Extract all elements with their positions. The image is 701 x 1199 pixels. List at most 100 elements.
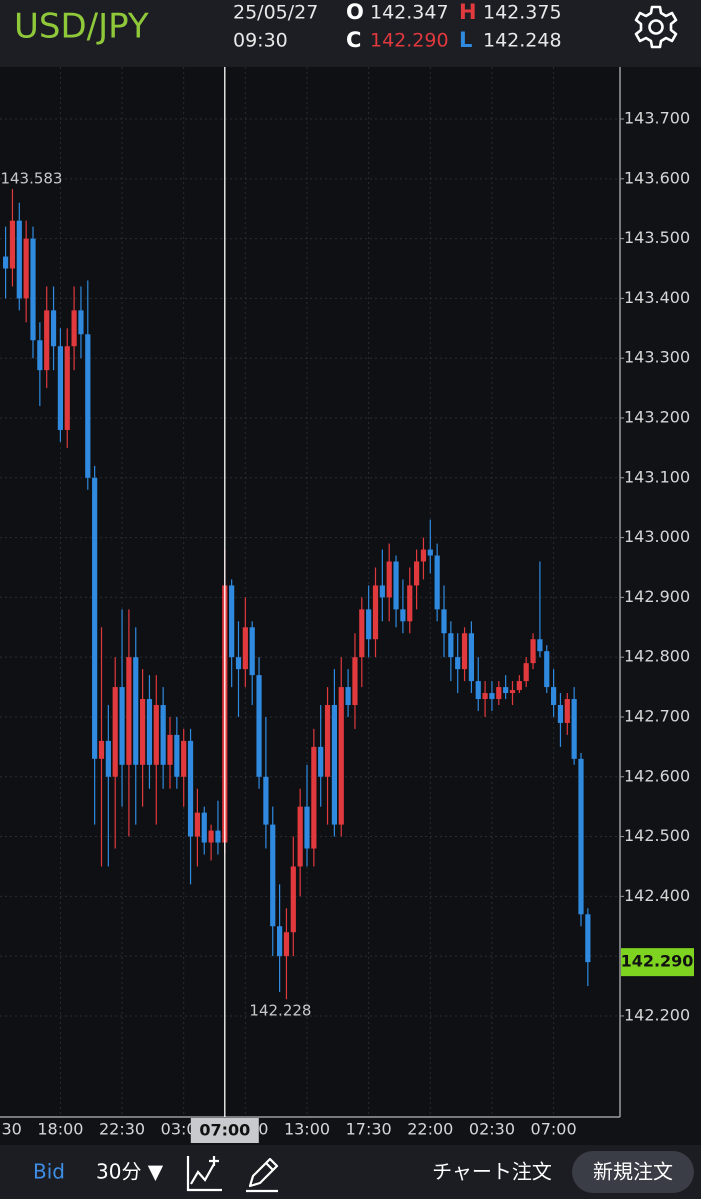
candle-body (208, 830, 214, 843)
candle-body (71, 310, 77, 347)
symbol[interactable]: USD/JPY (14, 7, 149, 47)
candle-body (140, 699, 146, 765)
candle-body (311, 746, 317, 849)
header-bar (0, 0, 701, 67)
candle-body (98, 740, 105, 759)
x-tick-label: 13:00 (284, 1120, 330, 1139)
candle-body (3, 256, 9, 269)
candle-body (544, 651, 550, 688)
candle-body (37, 340, 43, 371)
crosshair-label: 07:00 (199, 1121, 250, 1140)
chart-order-button[interactable]: チャート注文 (432, 1160, 552, 1184)
candle-body (174, 734, 180, 777)
candle-body (482, 693, 488, 700)
candle-body (112, 687, 118, 777)
candle-body (187, 740, 194, 837)
candle-body (64, 346, 70, 430)
candle-body (496, 687, 502, 700)
candle-body (16, 220, 22, 299)
y-tick-label: 143.600 (624, 168, 690, 187)
y-tick-label: 143.300 (624, 348, 690, 367)
candle-body (393, 561, 399, 610)
y-tick-label: 142.700 (624, 706, 690, 725)
last-price-label: 142.290 (621, 952, 694, 971)
candle-body (126, 657, 132, 765)
new-order-button[interactable] (572, 1151, 694, 1193)
candle-body (509, 690, 516, 694)
candle-body (523, 663, 529, 682)
new-order-label[interactable]: 新規注文 (593, 1160, 673, 1184)
last-price-box (621, 948, 694, 977)
candle-body (167, 734, 173, 765)
candle-body (551, 687, 557, 706)
candle-body (215, 830, 221, 843)
y-tick-label: 143.500 (624, 228, 690, 247)
high-value: 142.375 (483, 2, 562, 24)
candle-body (359, 609, 365, 658)
chart: 142.200142.300142.400142.500142.600142.7… (0, 67, 694, 1143)
candle-body (345, 687, 351, 706)
candle-body (420, 549, 427, 562)
candle-body (181, 740, 187, 777)
candle-body (85, 334, 91, 478)
price-type[interactable]: Bid (33, 1160, 65, 1184)
candle-body (386, 561, 392, 598)
candle-body (414, 561, 420, 586)
candle-body (283, 932, 290, 957)
price-annotation: 142.228 (249, 1002, 311, 1020)
candle-body (194, 812, 200, 837)
date: 25/05/27 (233, 2, 318, 24)
close-value: 142.290 (370, 30, 449, 52)
x-tick-label: 13:30 (0, 1120, 22, 1139)
price-annotation: 143.583 (0, 169, 62, 187)
candle-body (57, 346, 63, 430)
open-label: O (346, 0, 364, 24)
candle-body (146, 699, 153, 765)
candle-body (270, 824, 276, 927)
open-value: 142.347 (370, 2, 449, 24)
y-tick-label: 142.600 (624, 766, 690, 785)
candle-body (564, 699, 570, 723)
time: 09:30 (233, 30, 288, 52)
candle-body (461, 633, 468, 670)
candle-body (324, 705, 331, 777)
candle-body (578, 758, 584, 915)
y-tick-label: 142.200 (624, 1005, 690, 1024)
candle-body (352, 657, 358, 706)
candle-body (297, 806, 303, 867)
candle-body (78, 310, 84, 335)
y-tick-label: 143.400 (624, 288, 690, 307)
candle-body (290, 866, 296, 933)
plot-area[interactable] (0, 67, 620, 1117)
high-label: H (459, 0, 477, 24)
low-label: L (459, 28, 472, 52)
x-tick-label: 22:30 (99, 1120, 145, 1139)
candle-body (448, 633, 454, 658)
candle-body (441, 609, 447, 634)
low-value: 142.248 (483, 30, 562, 52)
candle-body (434, 555, 440, 610)
candle-body (331, 705, 337, 825)
candle-body (557, 705, 564, 723)
interval-selector[interactable]: 30分 ▼ (96, 1160, 164, 1184)
indicator-icon[interactable] (186, 1156, 222, 1192)
draw-icon[interactable] (246, 1157, 279, 1193)
x-tick-label: 07:00 (531, 1120, 577, 1139)
candle-body (407, 585, 413, 622)
x-tick-label: 02:30 (469, 1120, 515, 1139)
candle-body (468, 633, 474, 682)
candle-body (503, 687, 509, 694)
candle-body (475, 681, 481, 700)
candle-body (44, 310, 50, 371)
candle-body (153, 705, 159, 765)
candle-body (379, 585, 385, 598)
candle-body (201, 812, 207, 843)
candle-body (427, 549, 433, 556)
candle-body (92, 477, 98, 759)
settings-icon[interactable] (634, 5, 678, 49)
candle-body (455, 657, 461, 670)
candle-body (119, 687, 125, 765)
candle-body (133, 657, 139, 765)
